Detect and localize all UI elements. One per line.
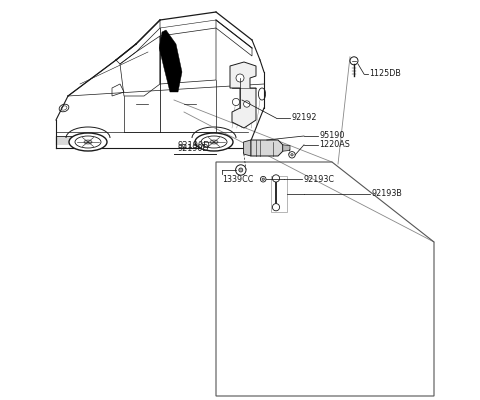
Text: 95190: 95190 xyxy=(319,132,345,140)
Text: 92193B: 92193B xyxy=(371,190,402,198)
Circle shape xyxy=(289,152,295,158)
Polygon shape xyxy=(251,140,283,156)
Text: 92192: 92192 xyxy=(291,114,317,122)
Polygon shape xyxy=(244,140,251,156)
Text: 1125DB: 1125DB xyxy=(369,70,401,78)
Polygon shape xyxy=(283,145,290,151)
Text: 92190D: 92190D xyxy=(178,144,209,153)
Circle shape xyxy=(272,175,279,182)
Circle shape xyxy=(350,57,358,65)
Circle shape xyxy=(291,154,293,156)
Circle shape xyxy=(262,178,264,180)
Ellipse shape xyxy=(195,133,233,151)
Circle shape xyxy=(272,204,279,211)
Polygon shape xyxy=(159,30,182,92)
Circle shape xyxy=(239,168,243,172)
Circle shape xyxy=(236,165,246,175)
Circle shape xyxy=(236,74,244,82)
Ellipse shape xyxy=(69,133,107,151)
Text: 1220AS: 1220AS xyxy=(319,140,350,149)
Circle shape xyxy=(232,98,240,106)
Circle shape xyxy=(261,176,266,182)
Ellipse shape xyxy=(210,140,218,144)
Text: 92193C: 92193C xyxy=(303,175,334,184)
Text: 1339CC: 1339CC xyxy=(222,175,253,184)
Polygon shape xyxy=(230,62,256,128)
Circle shape xyxy=(243,101,250,107)
Text: 92190D: 92190D xyxy=(178,141,211,150)
Ellipse shape xyxy=(84,140,92,144)
